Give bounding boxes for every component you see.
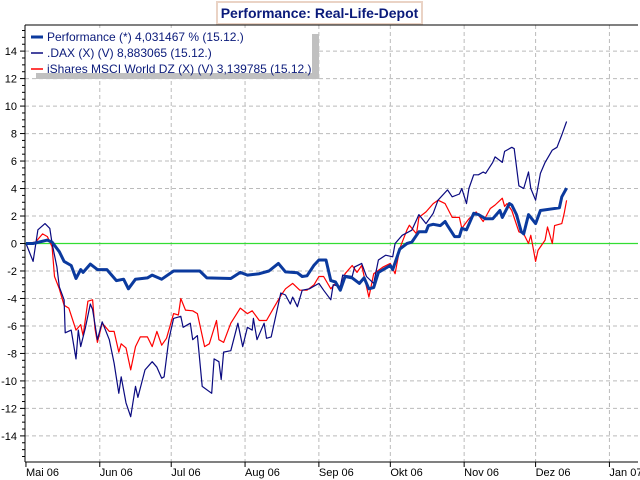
series-layer [25,121,568,418]
legend-label: .DAX (X) (V) 8,883065 (15.12.) [47,46,212,60]
legend-label: Performance (*) 4,031467 % (15.12.) [47,30,244,44]
x-tick-label: Dez 06 [536,467,571,479]
series-line-ishares [25,197,568,371]
x-tick-label: Sep 06 [319,467,354,479]
y-tick-label: 6 [11,156,17,168]
y-tick-label: -4 [7,293,17,305]
y-tick-label: -12 [1,403,17,415]
y-tick-label: -2 [7,266,17,278]
y-tick-label: 8 [11,129,17,141]
y-tick-label: -8 [7,348,17,360]
legend: Performance (*) 4,031467 % (15.12.) .DAX … [29,28,319,79]
chart-title: Performance: Real-Life-Depot [216,1,423,25]
legend-box [29,28,312,73]
x-tick-label: Jan 07 [609,467,640,479]
y-tick-label: 0 [11,239,17,251]
x-tick-label: Mai 06 [26,467,59,479]
y-tick-label: 2 [11,211,17,223]
y-tick-label: 4 [11,184,17,196]
y-tick-label: -6 [7,321,17,333]
x-tick-label: Aug 06 [245,467,280,479]
y-tick-label: 14 [5,46,17,58]
axes: -14 -12 -10 -8 -6 -4 -2 0 2 4 6 8 10 12 14 Mai 06 Jun 06… [1,24,640,479]
x-tick-label: Okt 06 [390,467,422,479]
y-tick-label: -10 [1,376,17,388]
y-tick-label: -14 [1,431,17,443]
legend-label: iShares MSCI World DZ (X) (V) 3,139785 (… [47,62,312,76]
series-line-dax [25,121,568,418]
x-tick-label: Jun 06 [100,467,133,479]
y-tick-label: 12 [5,74,17,86]
series-line-performance [26,187,568,292]
x-tick-label: Jul 06 [171,467,200,479]
y-tick-label: 10 [5,101,17,113]
x-tick-label: Nov 06 [464,467,499,479]
